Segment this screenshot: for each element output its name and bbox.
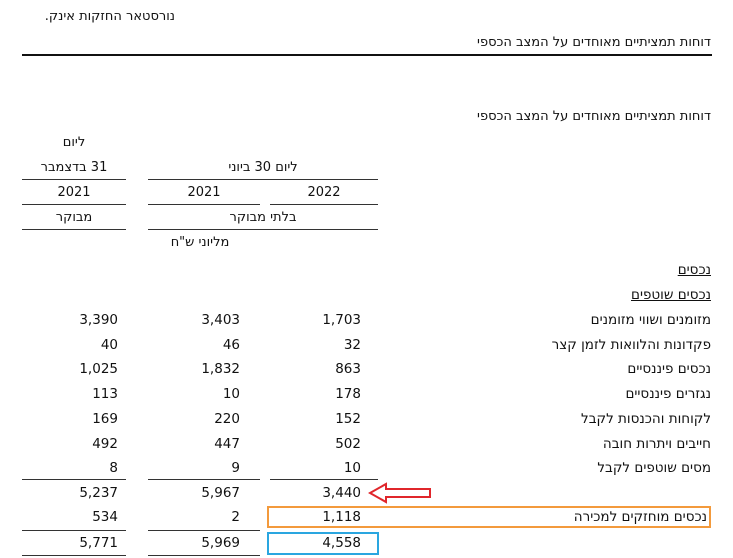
total-2021: 5,969 [201,535,240,551]
year-rule-2022 [270,204,378,205]
cell-dec-2021: 8 [109,460,118,476]
row-label: פקדונות והלוואות לזמן קצר [551,337,711,353]
dec-as-of-header: ליום [62,135,86,150]
row-label: נגזרים פיננסיים [625,386,711,402]
audited-header: מבוקר [55,210,93,225]
section-assets: נכסים [677,262,711,278]
total-rule-dec [22,530,126,531]
cell-2021: 9 [231,460,240,476]
cell-dec-2021: 492 [92,436,118,452]
cell-2022: 10 [343,460,361,476]
subtotal-rule-2022 [270,479,378,480]
subtotal-2021: 5,967 [201,485,240,501]
cell-2022: 863 [335,361,361,377]
unit-header: מליוני ש"ח [170,235,230,250]
row-label: נכסים פיננסיים [627,361,711,377]
highlight-box-orange [267,506,711,528]
cell-2022: 1,118 [322,509,361,525]
subtotal-rule-2021 [148,479,260,480]
subtotal-dec-2021: 5,237 [79,485,118,501]
audit-rule-dec [22,229,126,230]
cell-2021: 447 [214,436,240,452]
cell-2022: 32 [343,337,361,353]
cell-dec-2021: 3,390 [79,312,118,328]
cell-2021: 46 [222,337,240,353]
total-double-rule-dec [22,555,126,556]
report-subtitle: דוחות תמציתיים מאוחדים על המצב הכספי [477,109,711,124]
cell-2022: 502 [335,436,361,452]
cell-2021: 220 [214,411,240,427]
row-label: חייבים ויתרות חובה [602,436,711,452]
cell-dec-2021: 169 [92,411,118,427]
row-label: מזומנים ושווי מזומנים [590,312,711,328]
cell-2021: 1,832 [201,361,240,377]
subtotal-2022: 3,440 [322,485,361,501]
cell-2021: 10 [222,386,240,402]
total-rule-2021 [148,530,260,531]
total-double-rule-2021 [148,555,260,556]
cell-2021: 2 [231,509,240,525]
jun-date-header: ליום 30 ביוני [228,160,298,175]
year-2021-dec-header: 2021 [57,185,91,200]
year-2021-jun-header: 2021 [187,185,221,200]
subtotal-rule-dec [22,479,126,480]
row-label: לקוחות והכנסות לקבל [581,411,711,427]
cell-2022: 152 [335,411,361,427]
section-current-assets: נכסים שוטפים [631,287,711,303]
year-rule-dec [22,204,126,205]
row-label: מסים שוטפים לקבל [597,460,711,476]
unaudited-header: בלתי מבוקר [229,210,297,225]
year-rule-2021 [148,204,260,205]
company-name: נורסטאר החזקות אינק. [44,9,175,24]
cell-dec-2021: 113 [92,386,118,402]
highlight-box-blue [267,532,379,555]
title-rule [22,54,712,56]
left-arrow-icon [368,482,431,504]
cell-2022: 178 [335,386,361,402]
header-rule-jun [148,179,378,180]
report-title: דוחות תמציתיים מאוחדים על המצב הכספי [477,35,711,50]
cell-dec-2021: 1,025 [79,361,118,377]
cell-dec-2021: 40 [100,337,118,353]
dec-date-header: 31 בדצמבר [40,160,108,175]
year-2022-jun-header: 2022 [307,185,341,200]
cell-dec-2021: 534 [92,509,118,525]
audit-rule-jun [148,229,378,230]
row-label: נכסים מוחזקים למכירה [573,509,707,525]
header-rule-dec [22,179,126,180]
cell-2021: 3,403 [201,312,240,328]
total-2022: 4,558 [322,535,361,551]
cell-2022: 1,703 [322,312,361,328]
total-dec-2021: 5,771 [79,535,118,551]
